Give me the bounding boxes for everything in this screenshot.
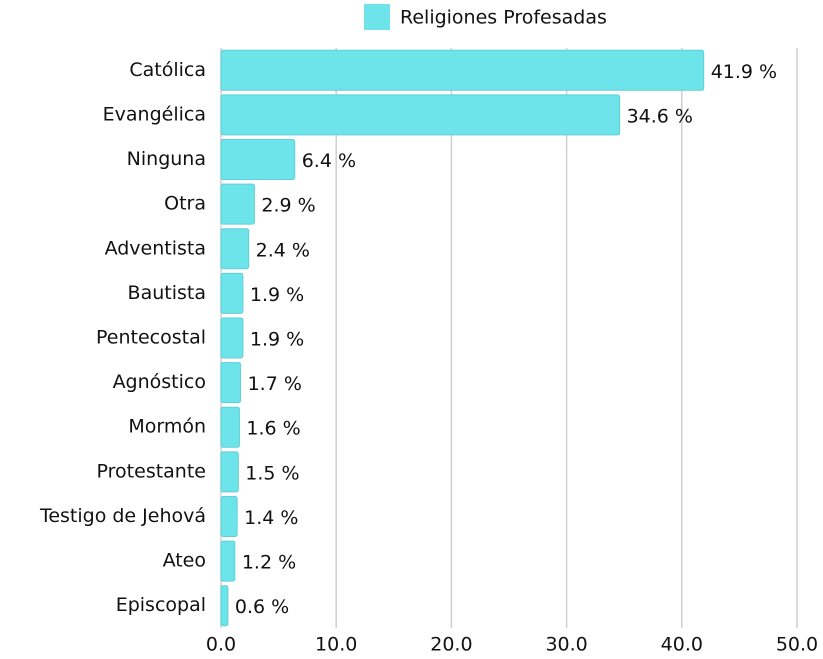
y-tick-label: Testigo de Jehová (39, 505, 206, 527)
bar (220, 495, 238, 537)
y-tick-label: Mormón (128, 416, 206, 438)
bar (220, 139, 296, 181)
bar (220, 317, 244, 359)
value-label: 1.9 % (250, 284, 304, 306)
value-label: 2.4 % (256, 239, 310, 261)
value-label: 1.2 % (242, 552, 296, 574)
y-tick-label: Evangélica (103, 103, 206, 125)
x-tick-label: 30.0 (545, 634, 587, 656)
value-label: 41.9 % (711, 61, 777, 83)
x-tick-label: 20.0 (430, 634, 472, 656)
x-tick-label: 40.0 (661, 634, 703, 656)
legend-swatch (364, 4, 390, 30)
y-tick-label: Bautista (128, 282, 206, 304)
y-tick-label: Ateo (163, 550, 206, 572)
y-tick-label: Ninguna (127, 148, 206, 170)
bar (220, 183, 255, 225)
y-tick-label: Católica (129, 59, 206, 81)
y-tick-label: Agnóstico (113, 371, 206, 393)
x-tick-label: 50.0 (776, 634, 818, 656)
x-tick-label: 0.0 (206, 634, 236, 656)
bar (220, 228, 250, 270)
value-label: 1.9 % (250, 329, 304, 351)
value-label: 1.5 % (245, 462, 299, 484)
bar (220, 585, 229, 627)
bar (220, 94, 621, 136)
bar (220, 362, 242, 404)
value-label: 6.4 % (302, 150, 356, 172)
y-tick-label: Protestante (97, 460, 206, 482)
value-label: 1.7 % (248, 373, 302, 395)
value-label: 1.6 % (246, 418, 300, 440)
bar (220, 540, 236, 582)
y-tick-label: Adventista (105, 237, 206, 259)
legend-label: Religiones Profesadas (400, 7, 607, 29)
y-tick-label: Pentecostal (96, 327, 206, 349)
bar (220, 49, 705, 91)
y-tick-label: Otra (164, 193, 206, 215)
y-tick-label: Episcopal (116, 594, 206, 616)
value-label: 0.6 % (235, 596, 289, 618)
value-label: 34.6 % (627, 105, 693, 127)
value-label: 2.9 % (261, 195, 315, 217)
bar (220, 451, 239, 493)
bar (220, 272, 244, 314)
x-tick-label: 10.0 (315, 634, 357, 656)
bar (220, 406, 240, 448)
value-label: 1.4 % (244, 507, 298, 529)
